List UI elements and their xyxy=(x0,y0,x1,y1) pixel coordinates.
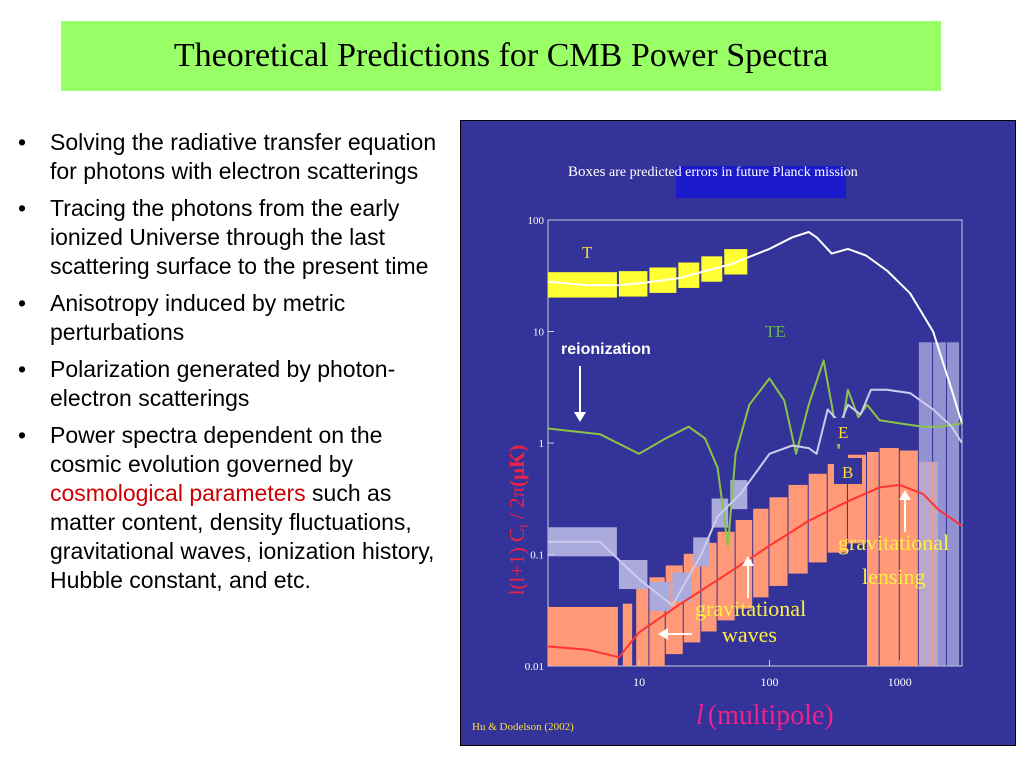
bullet-item: Solving the radiative transfer equation … xyxy=(14,128,459,186)
series-label-E: E xyxy=(838,423,848,442)
arrow-head xyxy=(658,628,668,640)
error-box-B xyxy=(808,473,827,563)
error-box-B xyxy=(827,463,847,553)
series-label-bg xyxy=(834,458,862,484)
curve-E xyxy=(548,388,963,607)
caption-rest: are predicted errors in future Planck mi… xyxy=(606,165,858,180)
x-tick-label: 1000 xyxy=(888,675,912,689)
bullet-item: Power spectra dependent on the cosmic ev… xyxy=(14,421,459,595)
curve-TE xyxy=(547,359,963,547)
bullet-text: Anisotropy induced by metric perturbatio… xyxy=(50,290,346,345)
y-tick-label: 0.01 xyxy=(525,661,544,673)
axes: 0.01 0.1 1 10 100 10 100 1000 xyxy=(525,215,912,689)
bullet-item: Polarization generated by photon-electro… xyxy=(14,355,459,413)
bullet-text: such as matter content, density fluctuat… xyxy=(50,480,435,593)
credit: Hu & Dodelson (2002) xyxy=(472,721,574,733)
error-box-B xyxy=(753,508,769,598)
series-label-bg xyxy=(758,316,808,344)
caption-highlight xyxy=(676,166,846,198)
error-box-B xyxy=(717,531,735,621)
curve-B xyxy=(547,484,963,659)
error-box-B xyxy=(548,606,618,666)
y-label-sub: l xyxy=(516,524,531,528)
error-box-B xyxy=(866,451,879,666)
bullet-item: Tracing the photons from the early ioniz… xyxy=(14,194,459,281)
bullet-text: Polarization generated by photon-electro… xyxy=(50,356,396,411)
chart-caption: Boxes are predicted errors in future Pla… xyxy=(568,164,858,180)
arrow-head xyxy=(742,556,754,566)
annotation-bg xyxy=(556,332,648,364)
series-label-bg xyxy=(572,236,604,264)
error-box-B xyxy=(788,484,808,574)
title-bar: Theoretical Predictions for CMB Power Sp… xyxy=(61,21,941,91)
series-label-TE: TE xyxy=(765,322,786,341)
annotation-reionization: reionization xyxy=(561,341,651,358)
arrow-head xyxy=(899,490,911,500)
error-box-E xyxy=(933,342,946,666)
y-tick-label: 0.1 xyxy=(530,550,544,562)
spectra-curves xyxy=(547,231,963,659)
x-axis-label: l (multipole) xyxy=(696,700,834,731)
error-box-B xyxy=(899,450,918,666)
x-tick-label: 10 xyxy=(633,675,645,689)
error-box-E xyxy=(918,342,933,666)
error-box-B xyxy=(636,587,649,666)
bullet-text: Tracing the photons from the early ioniz… xyxy=(50,195,429,279)
series-label-B: B xyxy=(842,463,853,482)
y-axis-label: l(l+1) Cl / 2π(μK) xyxy=(505,445,531,596)
x-tick-label: 100 xyxy=(760,675,778,689)
y-tick-label: 1 xyxy=(539,438,545,450)
annotation-grav-lensing: lensing xyxy=(862,564,926,589)
series-label-T: T xyxy=(582,243,593,262)
y-label-main: l(l+1) C xyxy=(505,528,529,595)
y-label-unit: (μK) xyxy=(505,445,529,487)
bullet-text: Solving the radiative transfer equation … xyxy=(50,129,437,184)
y-tick-label: 10 xyxy=(533,327,545,339)
error-box-B xyxy=(879,448,899,666)
bullet-text: Power spectra dependent on the cosmic ev… xyxy=(50,422,383,477)
bullet-item: Anisotropy induced by metric perturbatio… xyxy=(14,289,459,347)
y-label-tail: / 2π xyxy=(505,487,529,525)
arrow-head xyxy=(574,412,586,422)
highlight-text: cosmological parameters xyxy=(50,480,306,506)
curve-T xyxy=(547,231,963,424)
annotation-grav-waves: waves xyxy=(722,622,777,647)
annotation-grav-lensing: gravitational xyxy=(838,530,949,555)
caption-boxes: Boxes xyxy=(568,164,606,180)
annotation-grav-waves: gravitational xyxy=(695,596,806,621)
error-box-B xyxy=(622,603,633,666)
x-label-symbol: l xyxy=(696,700,704,731)
slide-title: Theoretical Predictions for CMB Power Sp… xyxy=(173,37,829,74)
cmb-chart: Boxes are predicted errors in future Pla… xyxy=(459,119,1017,747)
bullet-list: Solving the radiative transfer equation … xyxy=(14,128,459,603)
series-label-bg xyxy=(832,418,860,444)
error-box-B xyxy=(769,497,788,586)
error-box-E xyxy=(946,342,960,666)
y-tick-label: 100 xyxy=(528,215,545,227)
cmb-figure: Boxes are predicted errors in future Pla… xyxy=(459,119,1017,747)
x-label-rest: (multipole) xyxy=(708,700,834,731)
error-boxes xyxy=(548,249,960,666)
